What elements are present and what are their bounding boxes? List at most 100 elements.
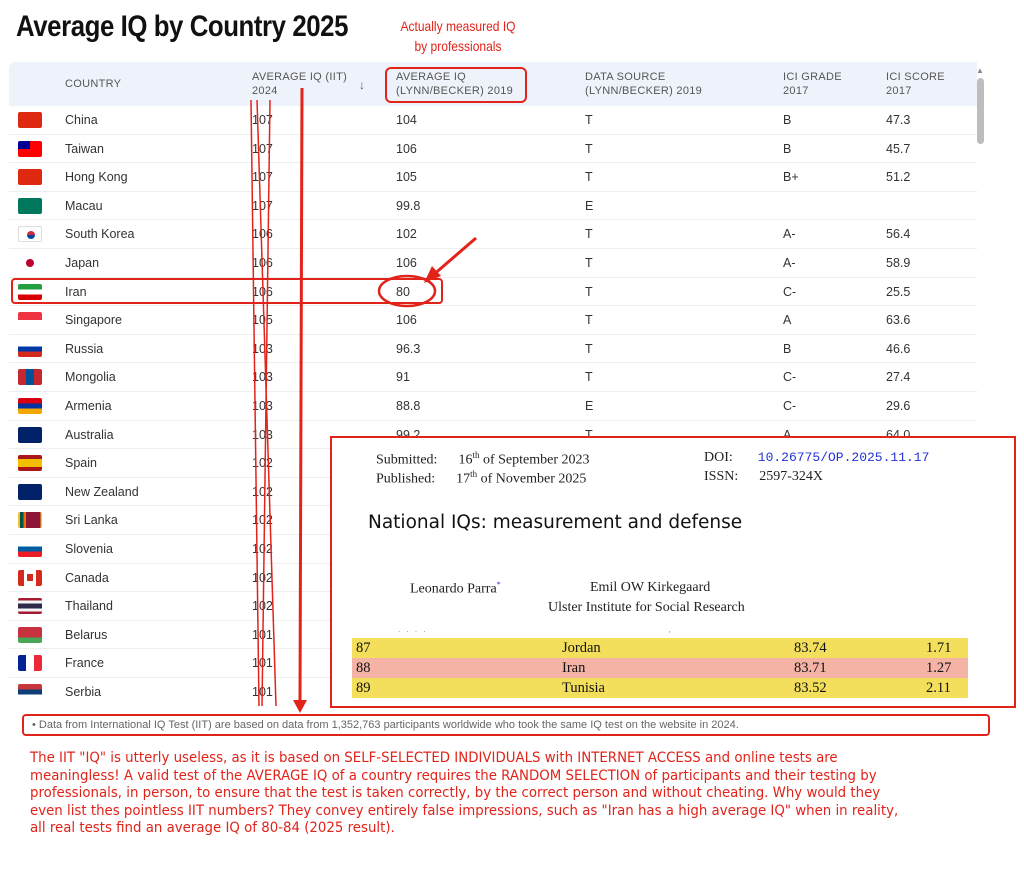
- data-source-cell: T: [585, 427, 593, 442]
- table-row[interactable]: Armenia 103 88.8 E C- 29.6: [9, 392, 977, 421]
- paper-country: Iran: [562, 660, 586, 676]
- iit-cell: 106: [252, 284, 273, 299]
- ici-score-cell: 63.6: [886, 313, 911, 328]
- paper-iq: 83.52: [794, 680, 827, 696]
- nz-flag-icon: [18, 483, 42, 500]
- data-source-cell: T: [585, 313, 593, 328]
- ici-grade-cell: A: [783, 427, 792, 442]
- ici-score-cell: 58.9: [886, 256, 911, 270]
- table-row[interactable]: Mongolia 103 91 T C- 27.4: [9, 363, 977, 392]
- header-data-source[interactable]: DATA SOURCE (LYNN/BECKER) 2019: [585, 70, 702, 98]
- page-title: Average IQ by Country 2025: [16, 10, 349, 43]
- header-country[interactable]: COUNTRY: [65, 78, 122, 90]
- paper-excerpt: Submitted: 16th of September 2023 Publis…: [330, 436, 1016, 708]
- scrollbar-thumb[interactable]: [977, 78, 984, 144]
- country-cell: Spain: [65, 456, 97, 471]
- iit-cell: 106: [252, 227, 273, 242]
- ici-score-cell: 29.6: [886, 399, 911, 413]
- header-iit-line2: 2024: [252, 85, 278, 97]
- country-cell: Mongolia: [65, 370, 116, 385]
- ici-grade-cell: B+: [783, 170, 799, 185]
- iit-cell: 107: [252, 198, 273, 213]
- paper-table-row: 88 Iran 83.71 1.27: [352, 658, 968, 678]
- table-row[interactable]: Iran 106 80 T C- 25.5: [9, 278, 977, 307]
- country-cell: China: [65, 113, 98, 127]
- country-cell: South Korea: [65, 227, 135, 242]
- published-suffix: th: [470, 469, 478, 479]
- published-label: Published:: [376, 471, 436, 487]
- table-row[interactable]: Macau 107 99.8 E: [9, 192, 977, 221]
- iit-cell: 102: [252, 513, 273, 528]
- ici-score-cell: 46.6: [886, 341, 911, 356]
- header-lynn-becker[interactable]: AVERAGE IQ (LYNN/BECKER) 2019: [396, 70, 513, 98]
- country-cell: Serbia: [65, 685, 102, 699]
- mn-flag-icon: [18, 369, 42, 386]
- submitted-suffix: th: [472, 450, 480, 460]
- lynn-becker-cell: 80: [396, 284, 410, 299]
- lynn-becker-cell: 88.8: [396, 399, 421, 413]
- country-cell: Hong Kong: [65, 170, 128, 185]
- table-row[interactable]: Hong Kong 107 105 T B+ 51.2: [9, 163, 977, 192]
- by-flag-icon: [18, 626, 42, 643]
- iit-cell: 103: [252, 399, 273, 413]
- header-ici-score[interactable]: ICI SCORE 2017: [886, 70, 945, 98]
- lynn-becker-cell: 106: [396, 256, 417, 270]
- header-iit[interactable]: AVERAGE IQ (IIT) 2024: [252, 70, 347, 98]
- scroll-up-icon[interactable]: ▲: [976, 66, 984, 75]
- sort-down-icon[interactable]: ↓: [359, 78, 365, 92]
- submitted-line: Submitted: 16th of September 2023: [376, 450, 590, 469]
- header-lb-line2: (LYNN/BECKER) 2019: [396, 85, 514, 97]
- ici-score-cell: 51.2: [886, 170, 911, 185]
- paper-rank: 89: [356, 680, 371, 696]
- data-source-cell: T: [585, 113, 593, 127]
- ici-score-cell: 56.4: [886, 227, 911, 242]
- country-cell: Armenia: [65, 399, 112, 413]
- iit-cell: 102: [252, 456, 273, 471]
- lynn-becker-cell: 99.8: [396, 198, 421, 213]
- published-day: 17: [456, 471, 471, 487]
- doi-label: DOI:: [704, 450, 733, 465]
- paper-iq: 83.71: [794, 660, 827, 676]
- iit-cell: 101: [252, 685, 273, 699]
- table-row[interactable]: Taiwan 107 106 T B 45.7: [9, 135, 977, 164]
- ici-score-cell: 27.4: [886, 370, 911, 385]
- ici-score-cell: 45.7: [886, 141, 911, 156]
- header-ici-grade[interactable]: ICI GRADE 2017: [783, 70, 842, 98]
- es-flag-icon: [18, 455, 42, 472]
- doi-link[interactable]: 10.26775/OP.2025.11.17: [757, 450, 930, 465]
- footnote-box: • Data from International IQ Test (IIT) …: [22, 714, 990, 736]
- ru-flag-icon: [18, 340, 42, 357]
- iit-cell: 101: [252, 627, 273, 642]
- ici-grade-cell: A-: [783, 227, 796, 242]
- lynn-becker-cell: 106: [396, 141, 417, 156]
- footnote-body: Data from International IQ Test (IIT) ar…: [38, 719, 739, 731]
- header-lb-line1: AVERAGE IQ: [396, 71, 467, 83]
- fr-flag-icon: [18, 655, 42, 672]
- table-row[interactable]: South Korea 106 102 T A- 56.4: [9, 220, 977, 249]
- header-score-line1: ICI SCORE: [886, 71, 945, 83]
- country-cell: Macau: [65, 198, 103, 213]
- data-source-cell: T: [585, 170, 593, 185]
- issn-label: ISSN:: [704, 469, 739, 484]
- table-row[interactable]: Singapore 105 106 T A 63.6: [9, 306, 977, 335]
- table-row[interactable]: Russia 103 96.3 T B 46.6: [9, 335, 977, 364]
- header-grade-line1: ICI GRADE: [783, 71, 842, 83]
- table-row[interactable]: China 107 104 T B 47.3: [9, 106, 977, 135]
- data-source-cell: E: [585, 399, 594, 413]
- table-row[interactable]: Japan 106 106 T A- 58.9: [9, 249, 977, 278]
- header-score-line2: 2017: [886, 85, 912, 97]
- paper-title: National IQs: measurement and defense: [368, 512, 743, 533]
- data-source-cell: E: [585, 198, 594, 213]
- country-cell: Thailand: [65, 599, 113, 614]
- ici-grade-cell: C-: [783, 370, 797, 385]
- iit-cell: 105: [252, 313, 273, 328]
- country-cell: Iran: [65, 284, 87, 299]
- mo-flag-icon: [18, 197, 42, 214]
- ici-score-cell: 47.3: [886, 113, 911, 127]
- lynn-becker-cell: 104: [396, 113, 417, 127]
- iit-cell: 107: [252, 113, 273, 127]
- ici-score-cell: 25.5: [886, 284, 911, 299]
- commentary-text: The IIT "IQ" is utterly useless, as it i…: [30, 750, 899, 837]
- au-flag-icon: [18, 426, 42, 443]
- country-cell: New Zealand: [65, 484, 139, 499]
